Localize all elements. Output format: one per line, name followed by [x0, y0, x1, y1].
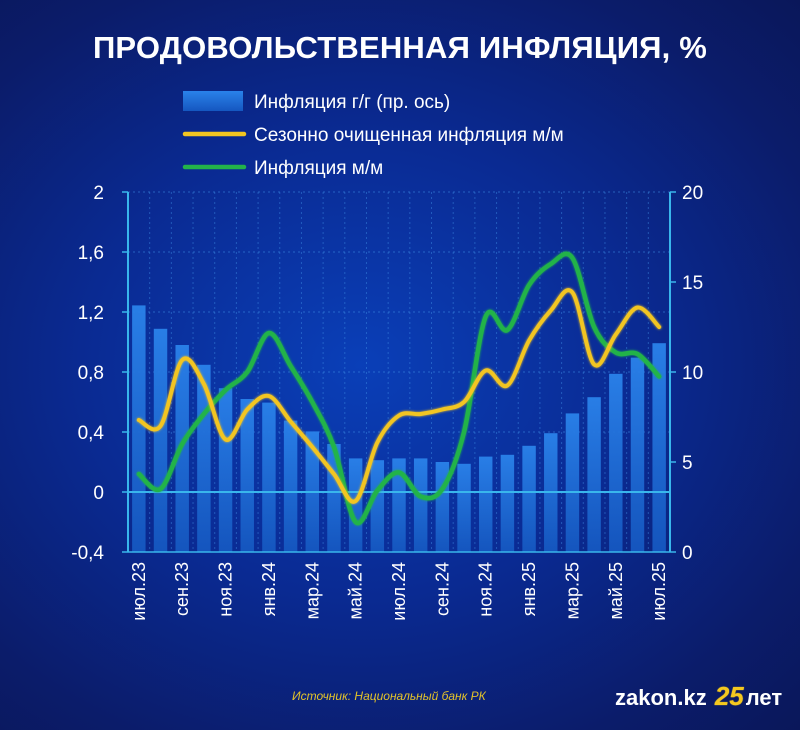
bar-июл.24: [392, 458, 406, 552]
x-tick-label-мар.24: мар.24: [302, 562, 322, 619]
source-note: Источник: Национальный банк РК: [292, 689, 486, 703]
left-tick-label: 0,8: [78, 363, 104, 384]
left-tick-label: 0: [93, 483, 104, 504]
right-tick-label: 0: [682, 543, 693, 564]
left-tick-label: 2: [93, 183, 104, 204]
bar-апр.25: [587, 397, 601, 552]
legend: Инфляция г/г (пр. ось) Сезонно очищенная …: [182, 91, 564, 179]
left-tick-label: 0,4: [78, 423, 105, 444]
brand-site: zakon.kz: [615, 685, 707, 710]
bar-мар.25: [565, 413, 580, 552]
legend-label-2: Инфляция м/м: [254, 158, 383, 179]
bar-июн.25: [630, 357, 645, 552]
right-tick-label: 20: [682, 183, 703, 204]
bar-май.25: [609, 373, 623, 552]
x-tick-label-сен.23: сен.23: [172, 562, 192, 616]
bar-сен.24: [435, 462, 450, 552]
bar-янв.24: [262, 402, 276, 552]
legend-swatch-bar: [183, 91, 243, 111]
chart-title: ПРОДОВОЛЬСТВЕННАЯ ИНФЛЯЦИЯ, %: [92, 30, 708, 65]
x-tick-label-июл.25: июл.25: [649, 562, 669, 621]
x-tick-label-май.24: май.24: [346, 562, 366, 619]
x-tick-label-июл.23: июл.23: [129, 562, 149, 621]
bar-ноя.23: [218, 388, 233, 552]
x-tick-label-ноя.24: ноя.24: [476, 562, 496, 617]
left-tick-label: 1,6: [78, 243, 104, 264]
x-tick-label-мар.25: мар.25: [562, 562, 582, 619]
brand-logo: zakon.kz 25лет: [615, 681, 782, 712]
bar-июл.23: [132, 305, 146, 552]
right-tick-label: 15: [682, 273, 703, 294]
seasonal-inflation-line: [136, 288, 662, 504]
legend-label-1: Сезонно очищенная инфляция м/м: [254, 125, 564, 146]
x-tick-label-ноя.23: ноя.23: [216, 562, 236, 617]
x-tick-label-янв.25: янв.25: [519, 562, 539, 616]
left-tick-label: 1,2: [78, 303, 104, 324]
bar-авг.23: [153, 328, 168, 552]
bar-дек.24: [500, 454, 515, 552]
line-series: [136, 251, 662, 526]
right-tick-label: 5: [682, 453, 693, 474]
bar-июн.24: [370, 460, 385, 552]
x-tick-label-сен.24: сен.24: [432, 562, 452, 616]
monthly-inflation-line: [136, 251, 662, 526]
brand-anniversary-number: 25: [714, 681, 744, 711]
right-tick-label: 10: [682, 363, 703, 384]
x-tick-label-янв.24: янв.24: [259, 562, 279, 616]
legend-label-0: Инфляция г/г (пр. ось): [254, 92, 450, 113]
bar-дек.23: [240, 399, 254, 552]
bar-янв.25: [522, 445, 536, 552]
bar-ноя.24: [478, 456, 493, 552]
x-tick-label-май.25: май.25: [606, 562, 626, 619]
bar-июл.25: [652, 343, 666, 552]
bar-авг.24: [413, 458, 428, 552]
axes: 2 1,6 1,2 0,8 0,4 0 -0,4 20 15 10 5 0 июл.23 сен.23 но…: [71, 183, 703, 621]
x-tick-label-июл.24: июл.24: [389, 562, 409, 621]
left-tick-label: -0,4: [71, 543, 104, 564]
bar-май.24: [348, 458, 363, 552]
bar-фев.24: [283, 420, 298, 552]
bar-окт.24: [457, 463, 471, 552]
brand-suffix: лет: [745, 685, 783, 710]
